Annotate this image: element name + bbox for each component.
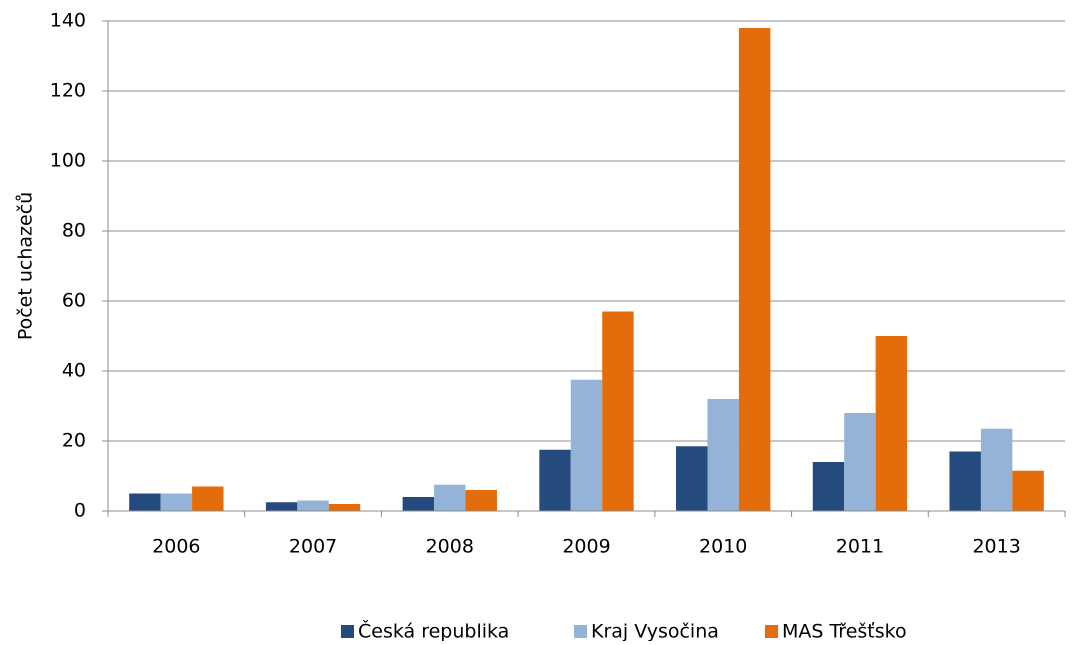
bar bbox=[539, 449, 571, 511]
legend-label: Kraj Vysočina bbox=[591, 621, 719, 642]
y-tick-label: 140 bbox=[50, 10, 86, 32]
y-tick-label: 80 bbox=[62, 220, 86, 242]
bar bbox=[738, 28, 771, 511]
bar bbox=[129, 493, 161, 511]
bar bbox=[434, 484, 466, 511]
bar bbox=[875, 336, 908, 511]
bar bbox=[949, 451, 981, 511]
bar bbox=[192, 486, 224, 511]
bar bbox=[297, 500, 329, 511]
bar bbox=[844, 413, 876, 511]
legend-label: Česká republika bbox=[358, 619, 509, 642]
x-tick-label: 2013 bbox=[972, 536, 1020, 558]
bar bbox=[707, 399, 739, 511]
legend-swatch bbox=[765, 625, 778, 638]
y-tick-label: 40 bbox=[62, 360, 86, 382]
bar bbox=[328, 504, 361, 511]
x-tick-label: 2011 bbox=[836, 536, 884, 558]
x-tick-label: 2010 bbox=[699, 536, 747, 558]
x-tick-label: 2008 bbox=[426, 536, 474, 558]
legend-label: MAS Třešťsko bbox=[782, 621, 907, 642]
bar bbox=[812, 462, 845, 511]
bar bbox=[980, 428, 1013, 511]
y-tick-label: 20 bbox=[62, 430, 86, 452]
bar bbox=[402, 497, 435, 511]
y-tick-label: 120 bbox=[50, 80, 86, 102]
bar bbox=[602, 311, 634, 511]
legend-swatch bbox=[574, 625, 587, 638]
bar bbox=[570, 379, 603, 511]
legend-swatch bbox=[341, 625, 354, 638]
y-axis-title: Počet uchazečů bbox=[15, 192, 37, 340]
bar bbox=[265, 502, 298, 511]
bar bbox=[160, 493, 193, 511]
x-tick-label: 2009 bbox=[562, 536, 610, 558]
x-tick-label: 2006 bbox=[152, 536, 200, 558]
y-tick-label: 0 bbox=[74, 500, 86, 522]
bar bbox=[465, 490, 497, 511]
x-tick-label: 2007 bbox=[289, 536, 337, 558]
bar bbox=[676, 446, 708, 511]
y-tick-label: 60 bbox=[62, 290, 86, 312]
y-tick-label: 100 bbox=[50, 150, 86, 172]
bar bbox=[1012, 470, 1044, 511]
